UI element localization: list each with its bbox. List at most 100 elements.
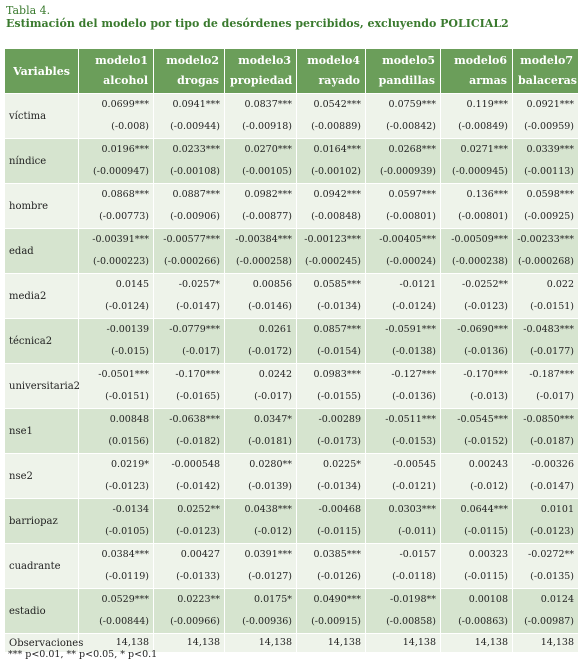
- observations-value: 14,138: [224, 633, 297, 653]
- standard-error: (-0.0142): [176, 481, 220, 492]
- estimate-cell: -0.0690*** (-0.0136): [440, 318, 513, 364]
- standard-error: (-0.0118): [392, 571, 436, 582]
- coefficient: 0.0597***: [388, 189, 437, 200]
- estimate-cell: -0.127*** (-0.0136): [365, 363, 441, 409]
- significance-note: *** p<0.01, ** p<0.05, * p<0.1: [8, 649, 158, 660]
- standard-error: (-0.00113): [524, 166, 574, 177]
- coefficient: 0.0268***: [388, 144, 437, 155]
- outcome-label: propiedad: [230, 74, 293, 87]
- outcome-label: armas: [469, 74, 507, 87]
- estimate-cell: -0.187*** (-0.017): [512, 363, 579, 409]
- coefficient: 0.0942***: [313, 189, 362, 200]
- standard-error: (-0.0124): [392, 301, 436, 312]
- estimate-cell: 0.0339*** (-0.00113): [512, 138, 579, 184]
- standard-error: (-0.00863): [458, 616, 508, 627]
- estimate-cell: -0.00289 (-0.0173): [296, 408, 366, 454]
- coefficient: 0.0164***: [313, 144, 362, 155]
- regression-table: Variables modelo1 alcohol modelo2 drogas mod…: [4, 48, 579, 653]
- estimate-cell: 0.0529*** (-0.00844): [78, 588, 154, 634]
- table-row: nse2 0.0219* (-0.0123) -0.000548 (-0.0142) 0.…: [4, 453, 579, 499]
- coefficient: 0.0598***: [526, 189, 575, 200]
- coefficient: -0.187***: [529, 369, 574, 380]
- estimate-cell: -0.0779*** (-0.017): [153, 318, 225, 364]
- standard-error: (-0.0123): [176, 526, 220, 537]
- coefficient: 0.0223**: [177, 594, 220, 605]
- table-row: media2 0.0145 (-0.0124) -0.0257* (-0.0147) 0.…: [4, 273, 579, 319]
- estimate-cell: -0.00326 (-0.0147): [512, 453, 579, 499]
- standard-error: (-0.0173): [317, 436, 361, 447]
- estimate-cell: -0.000548 (-0.0142): [153, 453, 225, 499]
- observations-value: 14,138: [296, 633, 366, 653]
- estimate-cell: 0.0280** (-0.0139): [224, 453, 297, 499]
- coefficient: 0.0644***: [460, 504, 509, 515]
- standard-error: (-0.0182): [176, 436, 220, 447]
- standard-error: (-0.0151): [530, 301, 574, 312]
- coefficient: 0.0490***: [313, 594, 362, 605]
- coefficient: 0.0124: [540, 594, 574, 605]
- variable-name: hombre: [4, 183, 79, 229]
- estimate-cell: -0.170*** (-0.013): [440, 363, 513, 409]
- standard-error: (-0.00925): [524, 211, 574, 222]
- coefficient: 0.0219*: [111, 459, 149, 470]
- standard-error: (-0.011): [398, 526, 436, 537]
- estimate-cell: 0.0837*** (-0.00918): [224, 93, 297, 139]
- estimate-cell: -0.00405*** (-0.00024): [365, 228, 441, 274]
- coefficient: 0.0921***: [526, 99, 575, 110]
- estimate-cell: 0.0868*** (-0.00773): [78, 183, 154, 229]
- coefficient: -0.0198**: [390, 594, 436, 605]
- standard-error: (-0.0147): [530, 481, 574, 492]
- coefficient: 0.0857***: [313, 324, 362, 335]
- coefficient: -0.00545: [393, 459, 437, 470]
- estimate-cell: 0.0391*** (-0.0127): [224, 543, 297, 589]
- table-row: nse1 0.00848 (0.0156) -0.0638*** (-0.0182) 0.…: [4, 408, 579, 454]
- coefficient: 0.0101: [540, 504, 574, 515]
- estimate-cell: 0.0542*** (-0.00889): [296, 93, 366, 139]
- coefficient: 0.0280**: [249, 459, 292, 470]
- standard-error: (-0.000245): [305, 256, 361, 267]
- estimate-cell: 0.00856 (-0.0146): [224, 273, 297, 319]
- estimate-cell: 0.0225* (-0.0134): [296, 453, 366, 499]
- coefficient: -0.00384***: [235, 234, 292, 245]
- coefficient: -0.0272**: [528, 549, 574, 560]
- standard-error: (-0.00108): [170, 166, 220, 177]
- standard-error: (-0.008): [111, 121, 149, 132]
- coefficient: -0.0252**: [462, 279, 508, 290]
- standard-error: (-0.0124): [105, 301, 149, 312]
- estimate-cell: 0.119*** (-0.00849): [440, 93, 513, 139]
- standard-error: (-0.0133): [176, 571, 220, 582]
- outcome-label: alcohol: [103, 74, 148, 87]
- coefficient: -0.170***: [175, 369, 220, 380]
- estimate-cell: 0.0252** (-0.0123): [153, 498, 225, 544]
- standard-error: (-0.00944): [170, 121, 220, 132]
- coefficient: 0.0384***: [101, 549, 150, 560]
- standard-error: (-0.000939): [380, 166, 436, 177]
- variable-name: víctima: [4, 93, 79, 139]
- standard-error: (-0.00105): [242, 166, 292, 177]
- estimate-cell: 0.0585*** (-0.0134): [296, 273, 366, 319]
- estimate-cell: -0.00139 (-0.015): [78, 318, 154, 364]
- estimate-cell: 0.0271*** (-0.000945): [440, 138, 513, 184]
- variable-name: universitaria2: [4, 363, 80, 409]
- coefficient: -0.0690***: [457, 324, 508, 335]
- standard-error: (-0.00877): [242, 211, 292, 222]
- standard-error: (-0.000223): [93, 256, 149, 267]
- standard-error: (-0.0121): [392, 481, 436, 492]
- coefficient: -0.170***: [463, 369, 508, 380]
- coefficient: 0.0175*: [254, 594, 292, 605]
- coefficient: 0.0887***: [172, 189, 221, 200]
- standard-error: (-0.015): [111, 346, 149, 357]
- estimate-cell: -0.0483*** (-0.0177): [512, 318, 579, 364]
- standard-error: (-0.0123): [464, 301, 508, 312]
- estimate-cell: 0.0385*** (-0.0126): [296, 543, 366, 589]
- coefficient: -0.0157: [399, 549, 436, 560]
- coefficient: 0.0759***: [388, 99, 437, 110]
- estimate-cell: 0.022 (-0.0151): [512, 273, 579, 319]
- standard-error: (0.0156): [108, 436, 149, 447]
- standard-error: (-0.0181): [248, 436, 292, 447]
- coefficient: -0.00405***: [379, 234, 436, 245]
- standard-error: (-0.0146): [248, 301, 292, 312]
- coefficient: 0.0438***: [244, 504, 293, 515]
- model-label: modelo6: [454, 54, 507, 67]
- standard-error: (-0.0123): [530, 526, 574, 537]
- estimate-cell: 0.0124 (-0.00987): [512, 588, 579, 634]
